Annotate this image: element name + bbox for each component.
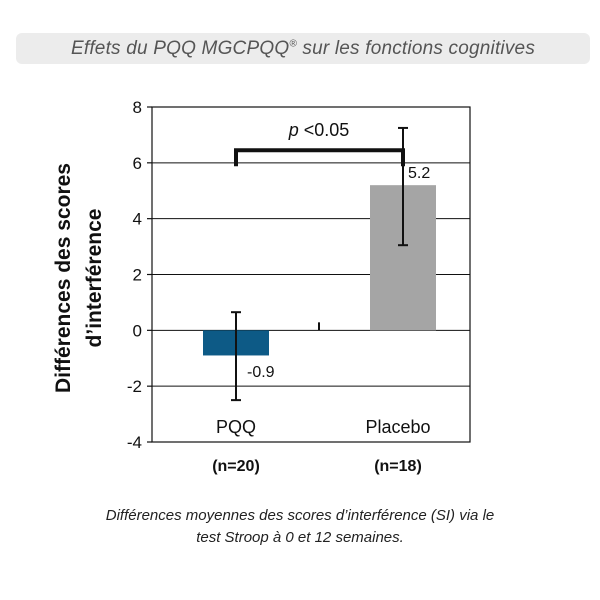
y-tick-label: -4 [127, 433, 142, 452]
bar-chart: -4 -2 0 2 4 6 8 Différences des scores d’interfé… [52, 98, 471, 475]
caption-line-1: Différences moyennes des scores d’interf… [105, 507, 495, 524]
y-tick-label: 0 [133, 321, 142, 340]
x-category-label: PQQ [216, 417, 256, 437]
y-tick-label: 6 [133, 154, 142, 173]
significance-label: p <0.05 [288, 120, 350, 140]
sample-size-label: (n=20) [212, 458, 260, 475]
data-label: -0.9 [247, 364, 275, 381]
chart-title-banner: Effets du PQQ MGCPQQ® sur les fonctions … [16, 33, 590, 64]
chart-caption: Différences moyennes des scores d’interf… [40, 505, 560, 549]
y-tick-label: -2 [127, 377, 142, 396]
x-category-label: Placebo [365, 417, 430, 437]
caption-line-2: test Stroop à 0 et 12 semaines. [196, 529, 404, 546]
y-tick-label: 2 [133, 266, 142, 285]
y-tick-label: 4 [133, 210, 142, 229]
sample-size-label: (n=18) [374, 458, 422, 475]
y-tick-label: 8 [133, 98, 142, 117]
chart-title: Effets du PQQ MGCPQQ® sur les fonctions … [70, 37, 536, 59]
significance-bracket [234, 148, 405, 167]
y-axis-label: Différences des scores d’interférence [52, 163, 106, 393]
data-label: 5.2 [408, 165, 430, 182]
